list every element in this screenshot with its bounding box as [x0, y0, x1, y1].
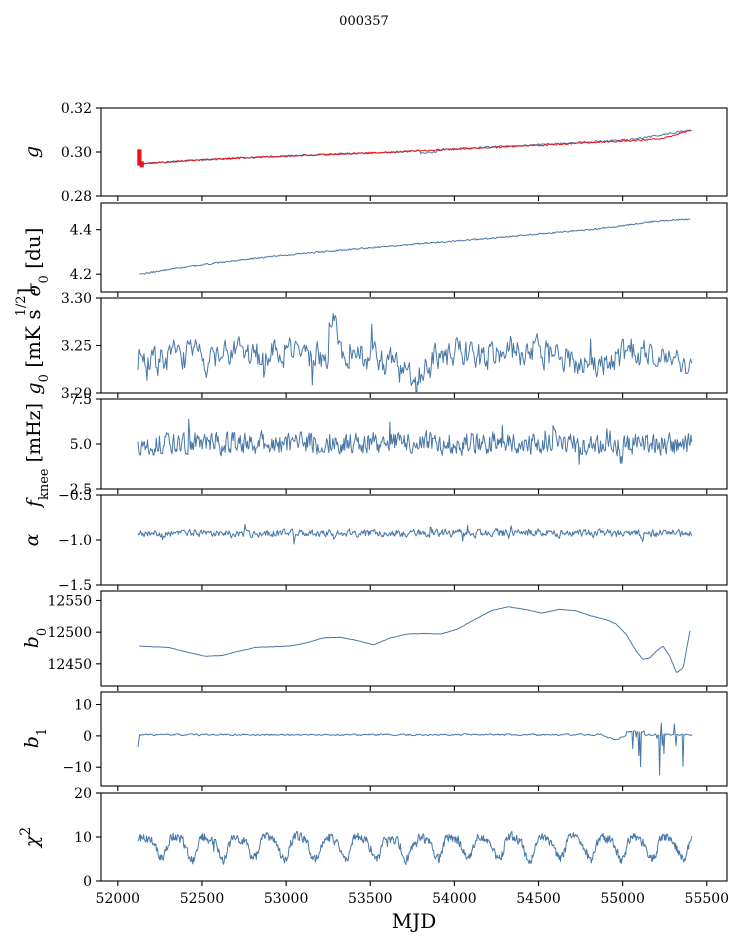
- panel-g-ytick-label: 0.32: [61, 101, 92, 117]
- panel-sigma0-ytick-label: 4.4: [70, 223, 92, 239]
- xtick-label: 55500: [685, 891, 729, 907]
- series-alpha: [137, 523, 693, 545]
- panel-g: 0.28 0.30 0.32: [61, 101, 728, 205]
- xtick-label: 52000: [96, 891, 141, 907]
- panel-b0-frame: [100, 590, 728, 687]
- xtick-label: 55000: [600, 891, 645, 907]
- panel-chi2-ytick-label: 10: [74, 830, 92, 846]
- panel-b1-frame: [100, 691, 728, 787]
- xtick-label: 53000: [264, 891, 309, 907]
- ylabel-chi2-text: χ2: [18, 827, 43, 849]
- panel-alpha-frame: [100, 494, 728, 586]
- ylabel-fknee: fknee [mHz]: [23, 403, 52, 509]
- series-fknee: [137, 418, 693, 465]
- panel-b0-ytick-label: 12450: [47, 657, 92, 673]
- ylabel-chi2: χ2: [18, 827, 43, 849]
- xaxis-label: MJD: [392, 909, 437, 933]
- panel-alpha: −1.5 −1.0 −0.5: [58, 488, 728, 594]
- ylabel-g0: g0 [mK s: [21, 309, 52, 394]
- xtick-label: 53500: [348, 891, 393, 907]
- panel-fknee-ytick-label: 2.5: [70, 482, 92, 498]
- series-g-fit: [137, 129, 691, 165]
- figure-title: 000357: [339, 14, 389, 29]
- panel-g0-ytick-label: 3.25: [61, 339, 92, 355]
- ylabel-alpha: α: [21, 533, 43, 546]
- series-sigma0: [139, 218, 691, 275]
- panel-b1-ytick-label: 0: [83, 729, 92, 745]
- panel-chi2-ytick-label: 20: [74, 786, 92, 802]
- panel-chi2: 0 10 20 52000 52500 53000 53500 54000 54500 55000…: [74, 786, 729, 907]
- panel-g-ytick-label: 0.28: [61, 189, 92, 205]
- panel-fknee-ytick-label: 7.5: [70, 392, 92, 408]
- xtick-label: 54000: [432, 891, 477, 907]
- ylabel-b1: b1: [21, 728, 50, 748]
- panel-b0-ytick-label: 12500: [47, 625, 92, 641]
- panel-alpha-ytick-label: −1.5: [58, 578, 92, 594]
- series-g0: [137, 312, 693, 393]
- panel-sigma0-ytick-label: 4.2: [70, 267, 92, 283]
- panel-sigma0-frame: [100, 202, 728, 293]
- panel-b1-ytick-label: −10: [62, 760, 92, 776]
- ylabel-b1-text: b1: [21, 728, 50, 748]
- ylabel-g0-units: 1/2]: [13, 288, 37, 317]
- panel-chi2-ytick-label: 0: [83, 874, 92, 890]
- panel-b0: 12450 12500 12550: [47, 590, 728, 691]
- ylabel-b0-text: b0: [21, 628, 50, 648]
- series-g-data: [137, 130, 693, 166]
- ylabel-g0-text: g0 [mK s: [21, 309, 52, 394]
- panel-b1: −10 0 10: [62, 691, 728, 791]
- ylabel-fknee-text: fknee [mHz]: [23, 403, 52, 509]
- ylabel-g0-units-text: 1/2]: [13, 288, 37, 317]
- panel-fknee-ytick-label: 5.0: [70, 437, 92, 453]
- xtick-label: 54500: [516, 891, 561, 907]
- series-chi2: [137, 830, 693, 866]
- panel-sigma0: 4.2 4.4: [70, 202, 728, 297]
- ylabel-sigma0-text: σ0 [du]: [21, 228, 52, 297]
- panel-g0: 3.20 3.25 3.30: [61, 291, 728, 402]
- panel-g0-ytick-label: 3.20: [61, 386, 92, 402]
- panel-alpha-ytick-label: −1.0: [58, 533, 92, 549]
- xtick-label: 52500: [180, 891, 225, 907]
- panel-b0-ytick-label: 12550: [47, 594, 92, 610]
- series-b1: [137, 722, 693, 776]
- ylabel-sigma0: σ0 [du]: [21, 228, 52, 297]
- panel-fknee: 2.5 5.0 7.5: [70, 392, 728, 498]
- panel-b1-ytick-label: 10: [74, 698, 92, 714]
- panel-g-frame: [100, 107, 728, 197]
- ylabel-b0: b0: [21, 628, 50, 648]
- panel-g0-ytick-label: 3.30: [61, 291, 92, 307]
- ylabel-g: g: [21, 146, 43, 158]
- ylabel-alpha-text: α: [21, 533, 43, 546]
- ylabel-g-text: g: [21, 146, 43, 158]
- panel-alpha-ytick-label: −0.5: [58, 488, 92, 504]
- series-b0: [139, 606, 691, 673]
- panel-g-ytick-label: 0.30: [61, 145, 92, 161]
